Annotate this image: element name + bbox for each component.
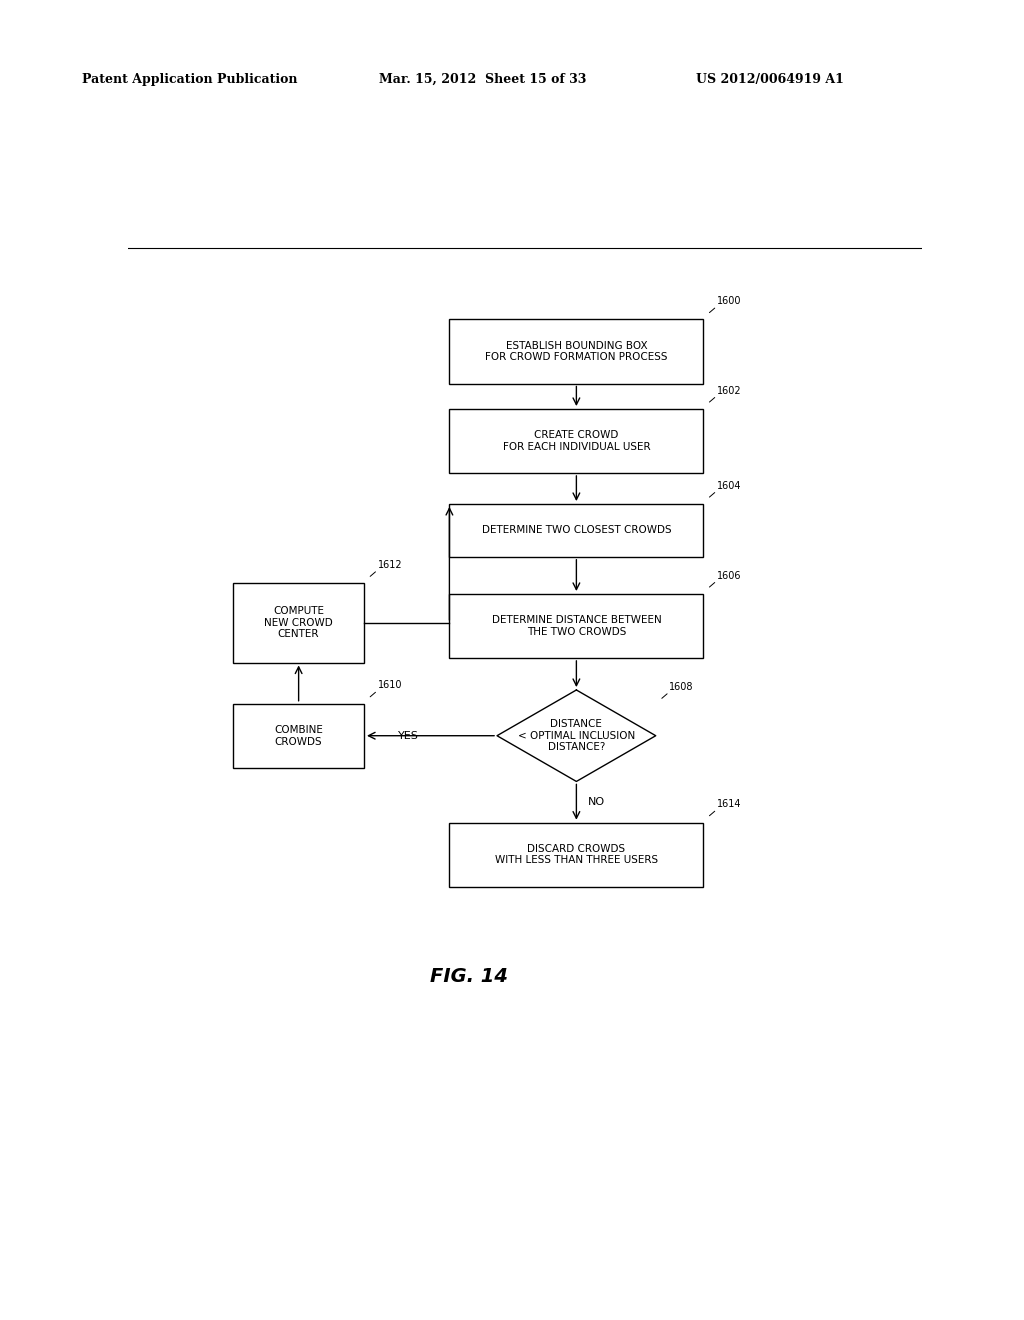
Text: DISCARD CROWDS
WITH LESS THAN THREE USERS: DISCARD CROWDS WITH LESS THAN THREE USER…: [495, 843, 658, 866]
Polygon shape: [497, 690, 655, 781]
Text: CREATE CROWD
FOR EACH INDIVIDUAL USER: CREATE CROWD FOR EACH INDIVIDUAL USER: [503, 430, 650, 451]
Text: 1600: 1600: [717, 296, 741, 306]
Text: Mar. 15, 2012  Sheet 15 of 33: Mar. 15, 2012 Sheet 15 of 33: [379, 73, 587, 86]
Text: DISTANCE
< OPTIMAL INCLUSION
DISTANCE?: DISTANCE < OPTIMAL INCLUSION DISTANCE?: [518, 719, 635, 752]
Text: 1614: 1614: [717, 800, 741, 809]
Text: NO: NO: [588, 797, 605, 807]
Text: DETERMINE DISTANCE BETWEEN
THE TWO CROWDS: DETERMINE DISTANCE BETWEEN THE TWO CROWD…: [492, 615, 662, 636]
Text: COMPUTE
NEW CROWD
CENTER: COMPUTE NEW CROWD CENTER: [264, 606, 333, 639]
FancyBboxPatch shape: [233, 704, 365, 768]
Text: Patent Application Publication: Patent Application Publication: [82, 73, 297, 86]
Text: 1610: 1610: [378, 681, 402, 690]
Text: DETERMINE TWO CLOSEST CROWDS: DETERMINE TWO CLOSEST CROWDS: [481, 525, 671, 536]
Text: 1608: 1608: [670, 682, 693, 692]
FancyBboxPatch shape: [450, 822, 703, 887]
Text: FIG. 14: FIG. 14: [430, 968, 508, 986]
FancyBboxPatch shape: [450, 319, 703, 384]
FancyBboxPatch shape: [450, 594, 703, 657]
FancyBboxPatch shape: [450, 504, 703, 557]
Text: US 2012/0064919 A1: US 2012/0064919 A1: [696, 73, 844, 86]
Text: 1604: 1604: [717, 480, 741, 491]
FancyBboxPatch shape: [450, 409, 703, 473]
Text: 1602: 1602: [717, 385, 741, 396]
Text: COMBINE
CROWDS: COMBINE CROWDS: [274, 725, 323, 747]
Text: 1606: 1606: [717, 570, 741, 581]
Text: YES: YES: [397, 731, 419, 741]
FancyBboxPatch shape: [233, 583, 365, 663]
Text: 1612: 1612: [378, 560, 402, 570]
Text: ESTABLISH BOUNDING BOX
FOR CROWD FORMATION PROCESS: ESTABLISH BOUNDING BOX FOR CROWD FORMATI…: [485, 341, 668, 362]
